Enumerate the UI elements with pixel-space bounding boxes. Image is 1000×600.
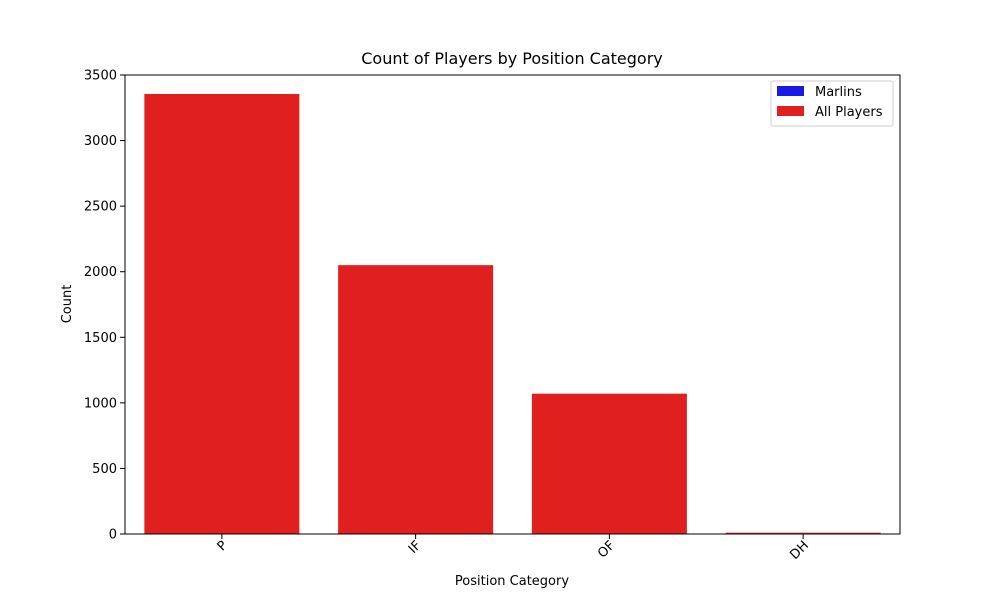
y-tick-label: 3500: [84, 69, 117, 84]
x-tick-label-p: P: [215, 538, 231, 554]
bar-all-players-if: [338, 265, 494, 534]
legend-swatch-marlins: [777, 86, 804, 96]
legend: Marlins All Players: [770, 80, 894, 127]
legend-swatch-all-players: [777, 106, 804, 116]
y-tick-label: 2500: [84, 200, 117, 215]
x-tick-label-dh: DH: [787, 538, 812, 563]
y-tick-label: 500: [92, 462, 117, 477]
y-tick-label: 2000: [84, 265, 117, 280]
plot-frame: [124, 74, 901, 535]
bar-all-players-p: [144, 94, 300, 534]
y-tick-label: 3000: [84, 134, 117, 149]
x-tick-label-if: IF: [406, 538, 425, 557]
y-axis-label: Count: [60, 285, 75, 324]
x-axis-ticks: P IF OF DH: [215, 534, 812, 563]
chart-title: Count of Players by Position Category: [361, 49, 663, 68]
bar-all-players-dh: [725, 532, 881, 534]
y-tick-label: 1000: [84, 396, 117, 411]
legend-label-marlins: Marlins: [815, 85, 862, 100]
y-axis-ticks: 0 500 1000 1500 2000 2500 3000 3500: [84, 69, 125, 543]
bars-group: [144, 94, 881, 534]
y-tick-label: 1500: [84, 331, 117, 346]
x-tick-label-of: OF: [595, 538, 618, 561]
x-axis-label: Position Category: [455, 574, 569, 589]
y-tick-label: 0: [109, 528, 117, 543]
bar-all-players-of: [531, 393, 687, 534]
legend-label-all-players: All Players: [815, 105, 883, 120]
